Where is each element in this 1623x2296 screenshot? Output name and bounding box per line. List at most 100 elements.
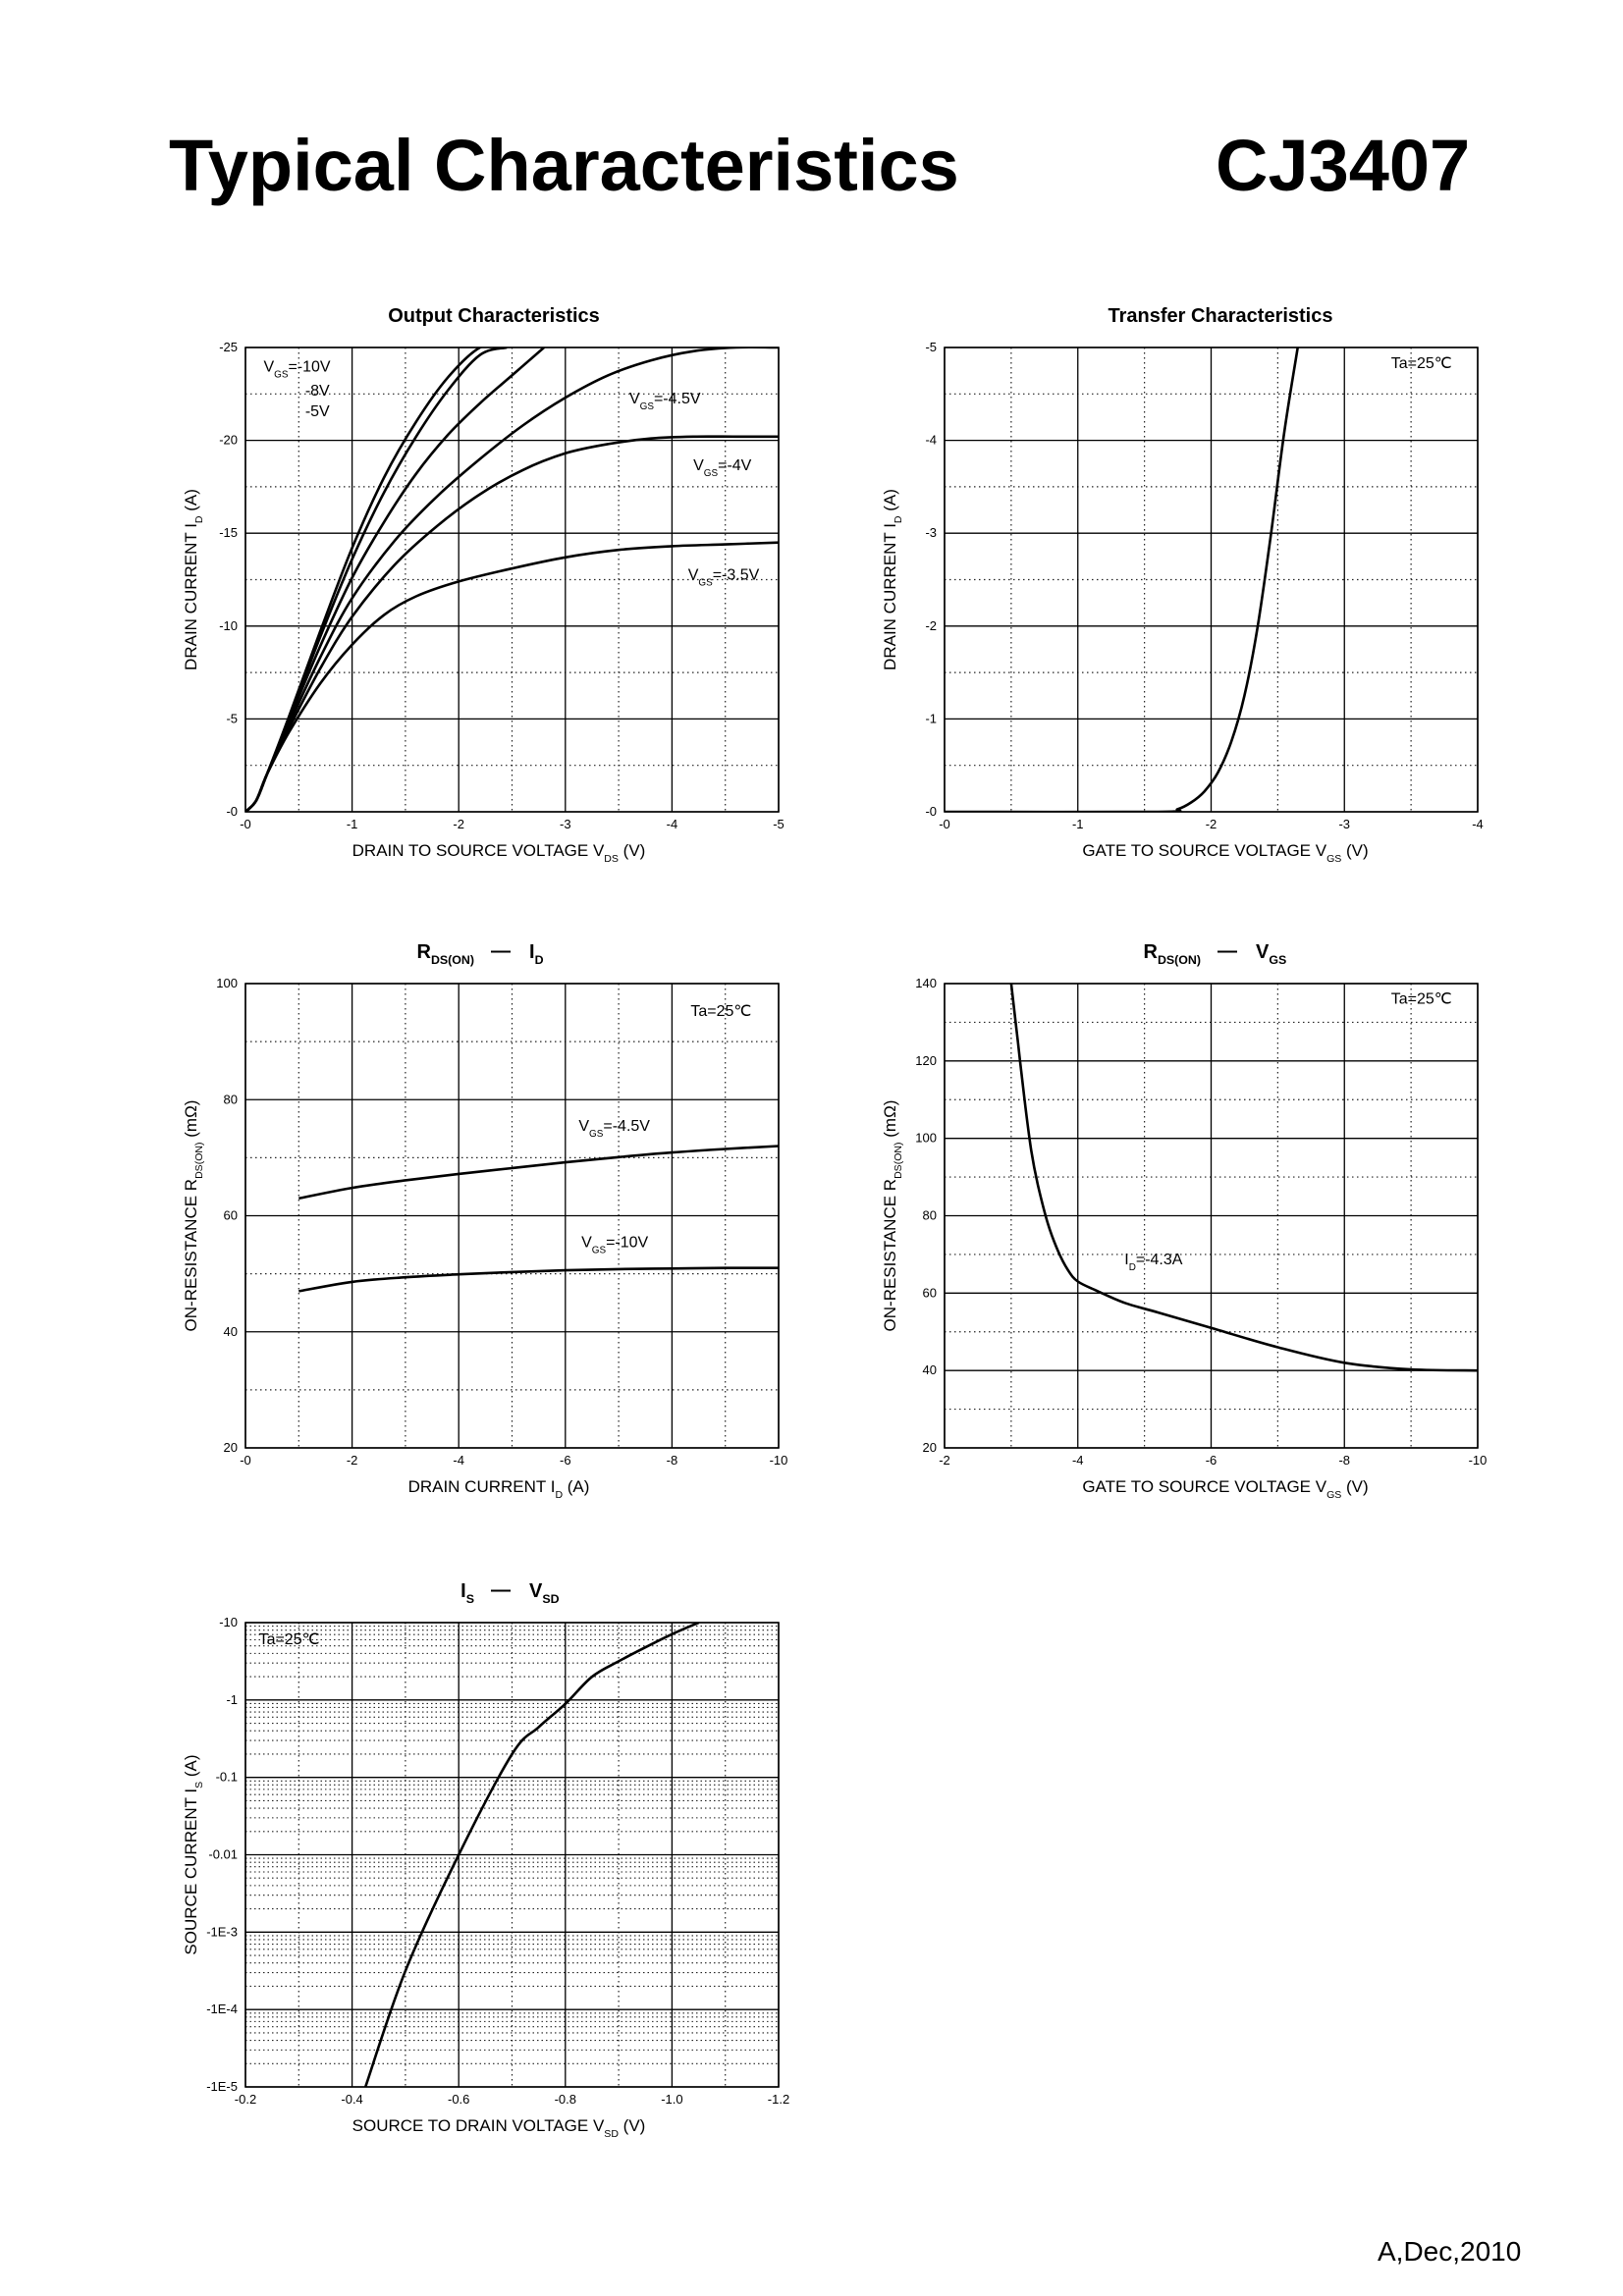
y-axis-title: ON-RESISTANCE RDS(ON) (mΩ) [182, 1100, 205, 1332]
chart-annotation: VGS=-3.5V [688, 567, 760, 589]
chart-annotation: Ta=25℃ [690, 1003, 751, 1020]
chart-annotation: VGS=-10V [263, 359, 330, 381]
chart-title-dash: — [491, 940, 511, 962]
chart-title-left: RDS(ON) [1143, 941, 1201, 967]
x-tick-label: -0.4 [341, 2092, 362, 2107]
x-tick-label: -0.8 [555, 2092, 576, 2107]
series-line-1 [945, 347, 1299, 812]
x-tick-label: -1.2 [768, 2092, 789, 2107]
y-axis-title: DRAIN CURRENT ID (A) [881, 489, 904, 670]
x-tick-label: -5 [773, 817, 784, 831]
y-tick-label: -25 [219, 340, 238, 354]
y-tick-label: 100 [915, 1131, 937, 1146]
y-tick-label: -1E-5 [206, 2079, 238, 2094]
y-tick-label: 20 [224, 1440, 238, 1455]
chart-annotation: VGS=-10V [581, 1234, 648, 1255]
chart-annotation: VGS=-4.5V [578, 1118, 650, 1140]
chart-title-dash: — [491, 1579, 511, 1601]
grid [244, 1622, 780, 2088]
chart-annotation: -8V [305, 383, 330, 400]
y-tick-label: -1E-4 [206, 2002, 238, 2016]
series-line-1 [298, 1145, 779, 1201]
x-tick-label: -8 [667, 1453, 678, 1468]
y-tick-label: 40 [923, 1362, 937, 1377]
y-tick-label: -0 [226, 804, 238, 819]
x-tick-label: -10 [770, 1453, 788, 1468]
x-tick-label: -4 [667, 817, 678, 831]
y-tick-label: 140 [915, 976, 937, 990]
plot-frame [244, 983, 780, 1449]
y-tick-label: -5 [925, 340, 937, 354]
y-tick-label: 100 [216, 976, 238, 990]
y-tick-label: -15 [219, 525, 238, 540]
x-axis-title: GATE TO SOURCE VOLTAGE VGS (V) [1082, 1477, 1368, 1501]
y-tick-label: 60 [923, 1285, 937, 1300]
y-axis-title: ON-RESISTANCE RDS(ON) (mΩ) [881, 1100, 904, 1332]
chart-annotation: Ta=25℃ [259, 1631, 320, 1648]
x-tick-label: -1 [347, 817, 358, 831]
chart-title: Output Characteristics [388, 305, 600, 327]
y-tick-label: 40 [224, 1324, 238, 1339]
y-tick-label: 80 [923, 1208, 937, 1223]
chart-title-right: VGS [1256, 941, 1286, 967]
x-tick-label: -2 [347, 1453, 358, 1468]
x-axis-label: SOURCE TO DRAIN VOLTAGE VSD (V) [352, 2116, 646, 2140]
part-number: CJ3407 [1216, 125, 1471, 206]
x-tick-label: -1 [1072, 817, 1084, 831]
x-tick-label: -4 [1472, 817, 1484, 831]
x-tick-label: -3 [1338, 817, 1350, 831]
x-tick-label: -0 [240, 817, 251, 831]
x-axis-title: DRAIN TO SOURCE VOLTAGE VDS (V) [352, 841, 646, 865]
chart-title: Transfer Characteristics [1108, 305, 1332, 327]
y-tick-label: -3 [925, 525, 937, 540]
x-tick-label: -0 [939, 817, 950, 831]
y-tick-label: 20 [923, 1440, 937, 1455]
series-line-1 [363, 1623, 700, 2087]
y-tick-label: -1E-3 [206, 1924, 238, 1939]
y-tick-label: -1 [925, 711, 937, 725]
plot-frame [944, 983, 1479, 1449]
series-line-1 [1009, 984, 1478, 1372]
y-tick-label: 80 [224, 1092, 238, 1106]
x-axis-title: DRAIN CURRENT ID (A) [408, 1477, 590, 1501]
y-tick-label: 120 [915, 1053, 937, 1068]
x-axis-title: GATE TO SOURCE VOLTAGE VGS (V) [1082, 841, 1368, 865]
chart-annotation: VGS=-4.5V [629, 391, 701, 412]
plot-frame [244, 1622, 780, 2088]
grid [944, 983, 1479, 1449]
x-tick-label: -0 [240, 1453, 251, 1468]
y-tick-label: 60 [224, 1208, 238, 1223]
plot-frame [244, 347, 780, 813]
x-axis-label: DRAIN TO SOURCE VOLTAGE VDS (V) [352, 841, 646, 865]
x-tick-label: -2 [453, 817, 464, 831]
y-tick-label: -1 [226, 1692, 238, 1707]
chart-title-left: RDS(ON) [416, 941, 474, 967]
x-tick-label: -4 [453, 1453, 464, 1468]
chart-title: IS — VSD [460, 1579, 559, 1606]
x-axis-label: GATE TO SOURCE VOLTAGE VGS (V) [1082, 841, 1368, 865]
chart-title-right: VSD [529, 1580, 560, 1606]
x-tick-label: -6 [560, 1453, 571, 1468]
y-tick-label: -5 [226, 711, 238, 725]
x-tick-label: -3 [560, 817, 571, 831]
x-axis-label: DRAIN CURRENT ID (A) [408, 1477, 590, 1501]
chart-title-dash: — [1217, 940, 1237, 962]
x-tick-label: -0.6 [448, 2092, 469, 2107]
chart-title: RDS(ON) — VGS [1143, 940, 1286, 967]
y-tick-label: -0.01 [208, 1847, 238, 1862]
y-axis-title: DRAIN CURRENT ID (A) [182, 489, 205, 670]
x-tick-label: -2 [1206, 817, 1217, 831]
chart-title-left: IS [460, 1580, 474, 1606]
series-line-6 [245, 541, 779, 812]
x-tick-label: -2 [939, 1453, 950, 1468]
x-tick-label: -6 [1206, 1453, 1217, 1468]
x-tick-label: -10 [1469, 1453, 1488, 1468]
y-tick-label: -10 [219, 618, 238, 633]
chart-annotation: VGS=-4V [693, 457, 752, 479]
chart-annotation: Ta=25℃ [1391, 990, 1452, 1007]
y-tick-label: -0.1 [216, 1770, 238, 1785]
